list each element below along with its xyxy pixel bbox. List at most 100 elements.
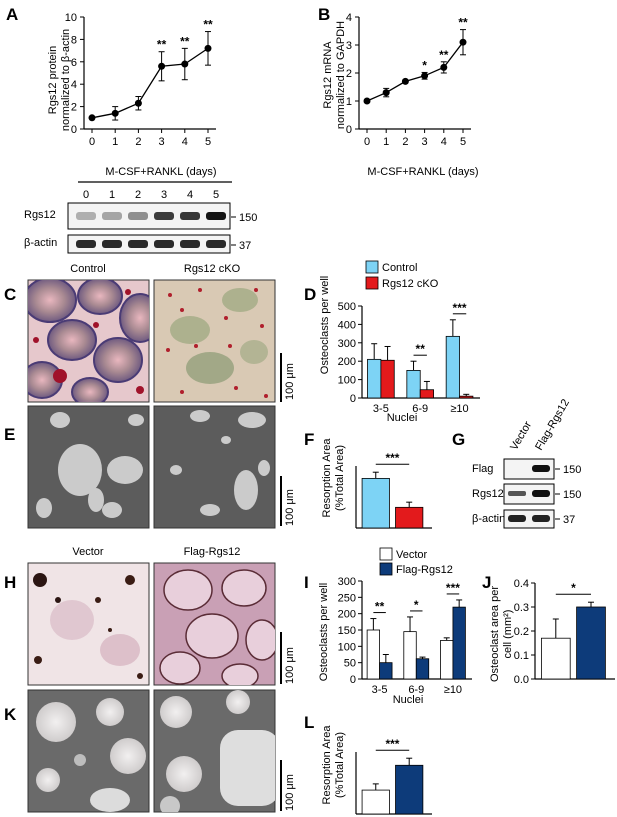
chart-i-ytick-label-3: 150 [338, 625, 356, 637]
blot-a-band-rgs12-4 [180, 212, 200, 220]
chart-d-bar-0-1 [406, 369, 421, 399]
image-h-left-title: Vector [72, 546, 104, 558]
legend-d-control: Control [382, 262, 417, 274]
micrograph-c-control [27, 279, 150, 403]
blot-a-band-actin-4 [180, 240, 200, 248]
legend-i-vector: Vector [396, 549, 428, 561]
panel-label-i: I [304, 573, 309, 592]
blot-a-band-rgs12-0 [76, 212, 96, 220]
chart-f-bar-0 [361, 477, 390, 529]
legend-d-control-swatch [365, 260, 379, 274]
chart-i-bar-0-0 [366, 629, 380, 680]
chart-j-ytick-label-3: 0.3 [514, 602, 529, 614]
chart-j-ytick-label-4: 0.4 [514, 578, 529, 590]
chart-d-bar-1-2 [459, 395, 474, 399]
chart-a-series-line [91, 47, 209, 119]
micrograph-k-flag [153, 689, 276, 813]
western-blot-g: Vector Flag-Rgs12 Flag Rgs12 β-actin 150… [472, 397, 581, 529]
chart-d-xtick-label-1: 6-9 [412, 403, 428, 415]
image-h-right-title: Flag-Rgs12 [184, 546, 241, 558]
chart-b: Rgs12 mRNA normalized to GAPDH M-CSF+RAN… [322, 12, 479, 178]
blot-a-band-actin-0 [76, 240, 96, 248]
blot-a-marker-150: 150 [239, 212, 257, 224]
image-c-left-title: Control [70, 263, 105, 275]
chart-b-point-2 [401, 77, 409, 85]
chart-b-sig-5: ** [458, 16, 468, 30]
panel-label-d: D [304, 285, 316, 304]
chart-l-bar-0 [361, 789, 390, 815]
chart-a-xtick-label-5: 5 [205, 136, 211, 148]
legend-i-flag: Flag-Rgs12 [396, 564, 453, 576]
blot-a-band-rgs12-5 [206, 212, 226, 220]
chart-j-ytick-label-2: 0.2 [514, 626, 529, 638]
blot-a-lane-1: 1 [109, 189, 115, 201]
chart-i-ytick-label-2: 100 [338, 641, 356, 653]
blot-a-lane-2: 2 [135, 189, 141, 201]
chart-d-sig-1: ** [416, 342, 426, 356]
micrograph-h-vector [27, 562, 150, 686]
chart-j-ylabel-1: Osteoclast area per [489, 586, 501, 682]
legend-i: Vector Flag-Rgs12 [379, 547, 453, 576]
chart-d-xtick-label-2: ≥10 [450, 403, 468, 415]
blot-g-marker-1: 150 [563, 464, 581, 476]
chart-b-series-line [366, 41, 464, 102]
chart-b-ylabel-2: normalized to GAPDH [335, 21, 347, 129]
panel-label-l: L [304, 713, 314, 732]
chart-f-ylabel-1: Resorption Area [321, 438, 333, 518]
chart-d-bar-1-0 [380, 359, 395, 399]
chart-i-sig-2: *** [446, 581, 460, 595]
chart-d-ytick-label-4: 400 [338, 319, 356, 331]
chart-d-ytick-label-0: 0 [350, 393, 356, 405]
chart-b-xlabel: M-CSF+RANKL (days) [367, 166, 478, 178]
chart-b-ytick-label-3: 3 [346, 40, 352, 52]
scale-bar-c: 100 μm [284, 363, 296, 400]
chart-l: Resorption Area (%Total Area) *** [321, 725, 432, 815]
chart-j-plot: 0.0 0.1 0.2 0.3 0.4 * [514, 578, 615, 686]
chart-d-ylabel: Osteoclasts per well [319, 276, 331, 374]
image-c-right-title: Rgs12 cKO [184, 263, 241, 275]
chart-i-sig-0: ** [375, 600, 385, 614]
panel-label-g: G [452, 430, 465, 449]
chart-i-xtick-label-0: 3-5 [372, 684, 388, 696]
chart-d-bar-1-1 [419, 389, 434, 399]
chart-a-ytick-label-1: 2 [71, 102, 77, 114]
chart-i-ytick-label-5: 250 [338, 592, 356, 604]
chart-i-ytick-label-4: 200 [338, 609, 356, 621]
chart-l-ylabel-2: (%Total Area) [334, 732, 346, 798]
chart-f-bar-1 [395, 506, 424, 529]
blot-g-lane-vector: Vector [508, 419, 534, 452]
blot-a-lane-5: 5 [213, 189, 219, 201]
legend-d: Control Rgs12 cKO [365, 260, 439, 290]
chart-a-ylabel-2: normalized to β-actin [60, 29, 72, 131]
chart-b-point-5 [459, 38, 467, 46]
blot-g-marker-2: 150 [563, 489, 581, 501]
chart-d-ytick-label-3: 300 [338, 338, 356, 350]
blot-g-marker-3: 37 [563, 514, 575, 526]
scale-bar-k: 100 μm [284, 774, 296, 811]
micrograph-k-vector [27, 689, 150, 813]
chart-b-ytick-label-2: 2 [346, 68, 352, 80]
blot-a-lane-4: 4 [187, 189, 193, 201]
chart-i-bar-0-2 [440, 640, 454, 680]
western-blot-a: 0 1 2 3 4 5 Rgs12 β-actin 150 37 [24, 181, 257, 254]
panel-label-k: K [4, 705, 17, 724]
chart-i-bar-1-0 [379, 662, 393, 680]
chart-i-ytick-label-6: 300 [338, 576, 356, 588]
blot-a-band-actin-2 [128, 240, 148, 248]
chart-b-sig-3: * [422, 58, 427, 72]
chart-i-sig-1: * [414, 598, 419, 612]
blot-g-lane-flag: Flag-Rgs12 [533, 397, 572, 452]
chart-i-bar-1-2 [452, 606, 466, 680]
chart-l-sig: *** [385, 737, 399, 751]
chart-i-ytick-label-1: 50 [344, 658, 356, 670]
chart-d-plot: 0 100 200 300 400 500 3-5 6-9 ** ≥10 *** [338, 301, 480, 415]
chart-a-sig-3: ** [157, 38, 167, 52]
chart-j-ylabel-2: cell (mm²) [502, 610, 514, 659]
chart-b-point-3 [421, 72, 429, 80]
blot-a-band-rgs12-3 [154, 212, 174, 220]
blot-a-band-actin-1 [102, 240, 122, 248]
chart-b-point-0 [363, 97, 371, 105]
chart-b-xtick-label-0: 0 [364, 136, 370, 148]
chart-a-xtick-label-4: 4 [182, 136, 188, 148]
